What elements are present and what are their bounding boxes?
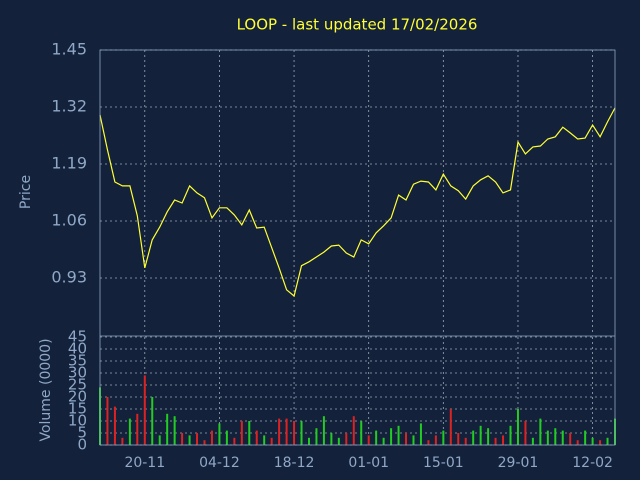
- volume-bar: [419, 423, 422, 445]
- x-tick-label: 01-01: [348, 455, 389, 471]
- volume-bar: [539, 418, 542, 445]
- y-axis-label: Volume (0000): [38, 338, 54, 441]
- y-tick-label: 40: [68, 340, 87, 358]
- volume-bar: [375, 430, 378, 445]
- price-line: [99, 107, 616, 298]
- volume-bar: [233, 437, 236, 445]
- y-tick-label: 35: [68, 352, 87, 370]
- volume-bar: [173, 416, 176, 445]
- volume-bar: [143, 375, 146, 445]
- volume-bar: [546, 430, 549, 445]
- volume-bar: [240, 421, 243, 445]
- y-tick-label: 1.19: [51, 154, 87, 173]
- y-tick-label: 15: [68, 400, 87, 418]
- volume-bar: [442, 430, 445, 445]
- volume-bar: [136, 413, 139, 445]
- volume-bar: [278, 418, 281, 445]
- volume-bar: [367, 435, 370, 445]
- volume-bar: [606, 437, 609, 445]
- volume-bar: [285, 418, 288, 445]
- y-tick-label: 1.06: [51, 211, 87, 230]
- volume-bar: [188, 435, 191, 445]
- y-tick-label: 1.32: [51, 97, 87, 116]
- volume-bar: [405, 433, 408, 445]
- volume-bar: [203, 440, 206, 445]
- volume-bar: [494, 437, 497, 445]
- volume-bar: [166, 413, 169, 445]
- y-tick-label: 45: [68, 328, 87, 346]
- x-tick-label: 12-02: [572, 455, 613, 471]
- volume-bar: [121, 437, 124, 445]
- volume-bar: [569, 433, 572, 445]
- x-tick-label: 29-01: [498, 455, 539, 471]
- volume-bar: [457, 433, 460, 445]
- volume-bar: [427, 440, 430, 445]
- volume-bar: [516, 409, 519, 445]
- volume-bar: [128, 418, 131, 445]
- volume-bar: [502, 435, 505, 445]
- volume-bar: [181, 433, 184, 445]
- volume-bar: [352, 416, 355, 445]
- x-tick-label: 04-12: [199, 455, 240, 471]
- volume-bar: [106, 397, 109, 445]
- volume-bar: [151, 397, 154, 445]
- volume-bar: [382, 437, 385, 445]
- volume-bar: [218, 423, 221, 445]
- x-tick-label: 18-12: [274, 455, 315, 471]
- volume-bar: [307, 437, 310, 445]
- volume-bar: [337, 437, 340, 445]
- y-tick-label: 5: [77, 424, 87, 442]
- y-tick-label: 30: [68, 364, 87, 382]
- volume-bar: [599, 440, 602, 445]
- y-tick-label: 0.93: [51, 268, 87, 287]
- volume-bar: [584, 430, 587, 445]
- volume-bar: [472, 430, 475, 445]
- volume-bar: [524, 421, 527, 445]
- x-tick-label: 20-11: [124, 455, 165, 471]
- volume-bar: [345, 433, 348, 445]
- volume-bar: [487, 428, 490, 445]
- volume-bar: [509, 425, 512, 445]
- y-axis-label: Price: [18, 175, 34, 209]
- volume-bar: [412, 435, 415, 445]
- volume-bar: [591, 437, 594, 445]
- volume-bar: [293, 421, 296, 445]
- volume-bar: [554, 428, 557, 445]
- volume-bar: [210, 430, 213, 445]
- y-tick-label: 20: [68, 388, 87, 406]
- volume-bar: [330, 433, 333, 445]
- y-tick-label: 25: [68, 376, 87, 394]
- volume-bar: [531, 437, 534, 445]
- volume-bar: [479, 425, 482, 445]
- chart-title: LOOP - last updated 17/02/2026: [237, 16, 478, 34]
- volume-bar: [322, 416, 325, 445]
- y-tick-label: 10: [68, 412, 87, 430]
- volume-bar: [464, 437, 467, 445]
- volume-bar: [300, 421, 303, 445]
- volume-bar: [360, 421, 363, 445]
- y-tick-label: 1.45: [51, 40, 87, 59]
- volume-bar: [263, 435, 266, 445]
- volume-bar: [576, 440, 579, 445]
- volume-bar: [397, 425, 400, 445]
- volume-bar: [225, 430, 228, 445]
- volume-bar: [196, 433, 199, 445]
- y-tick-label: 0: [77, 436, 87, 454]
- x-tick-label: 15-01: [423, 455, 464, 471]
- volume-bar: [561, 430, 564, 445]
- volume-bar: [270, 437, 273, 445]
- volume-bar: [315, 428, 318, 445]
- volume-bar: [449, 409, 452, 445]
- volume-bar: [434, 435, 437, 445]
- volume-bar: [113, 406, 116, 445]
- volume-bar: [390, 428, 393, 445]
- volume-bar: [248, 421, 251, 445]
- volume-bar: [158, 435, 161, 445]
- plot-frame: [99, 49, 616, 446]
- volume-bar: [255, 430, 258, 445]
